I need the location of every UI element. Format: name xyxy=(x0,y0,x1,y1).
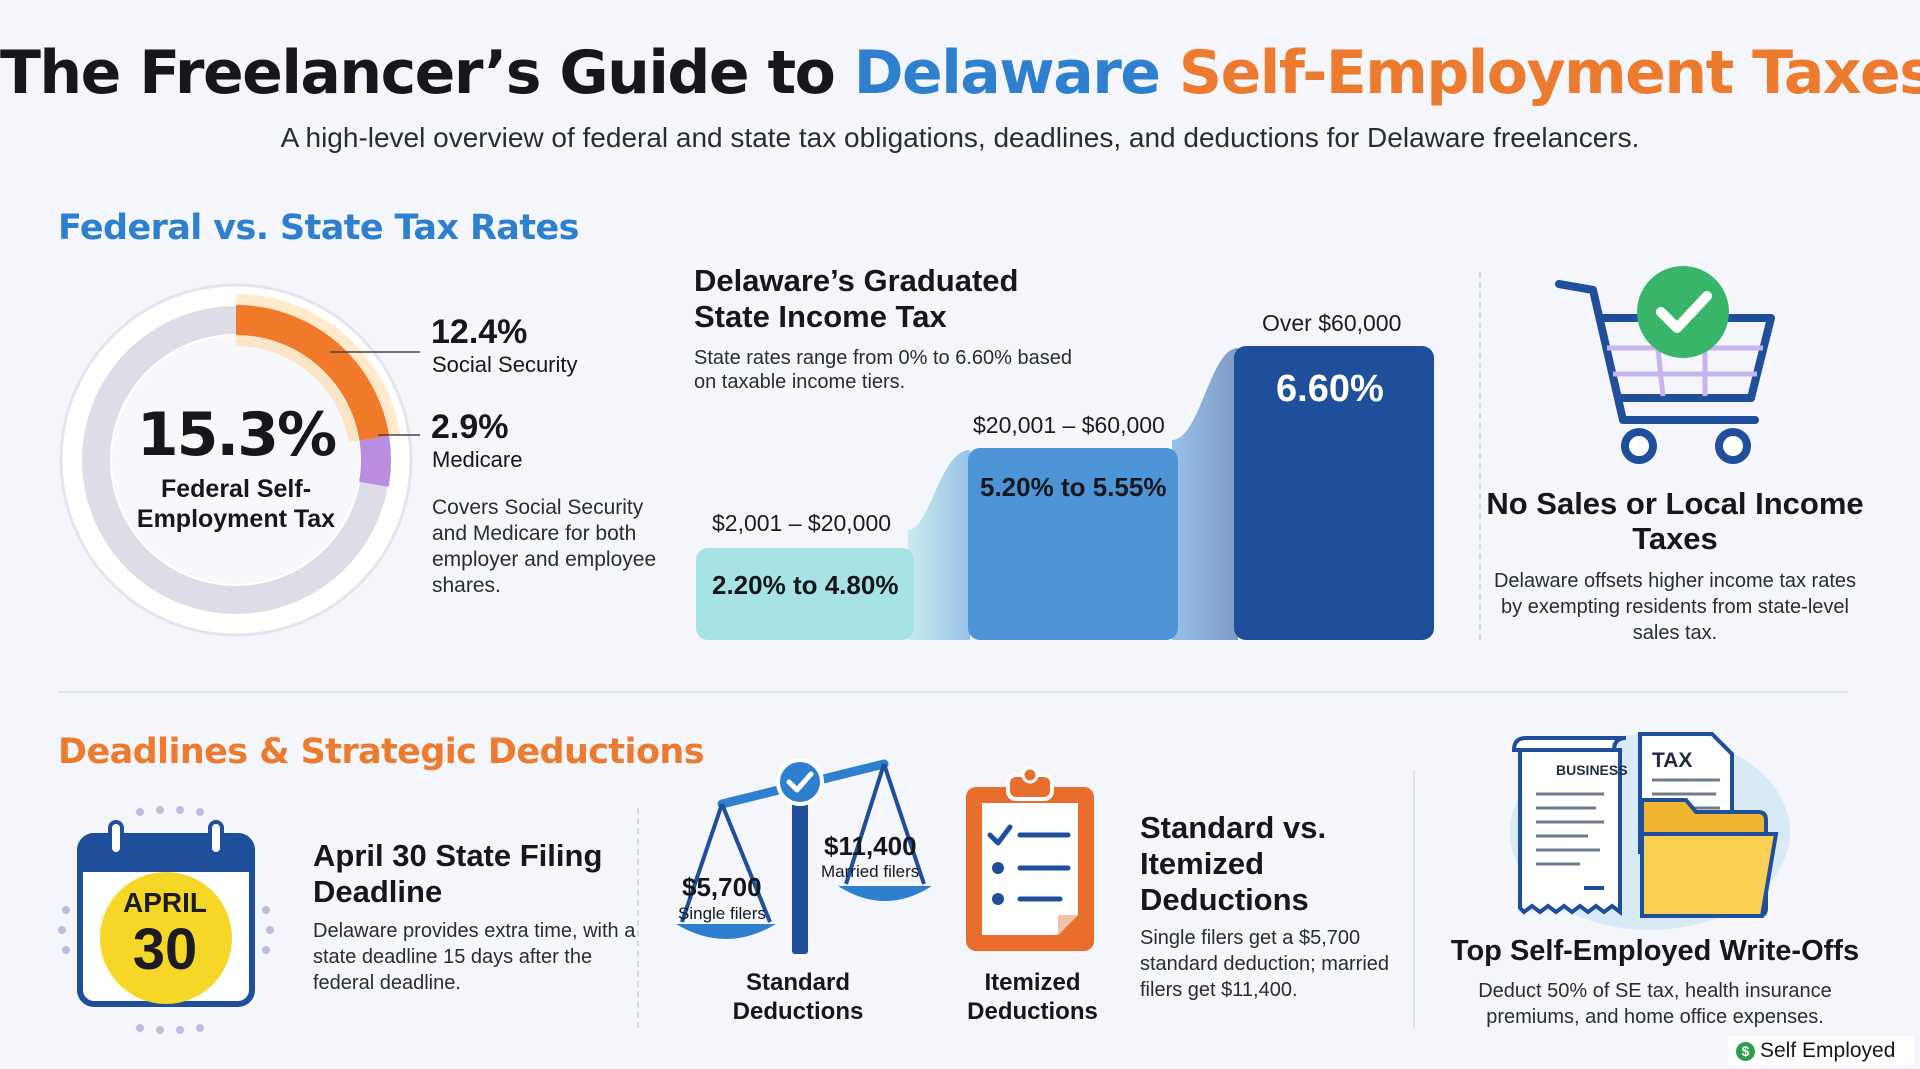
shopping-cart-check-icon xyxy=(1555,266,1775,464)
donut-segment-1 xyxy=(235,305,390,441)
page-subtitle: A high-level overview of federal and sta… xyxy=(280,122,1640,153)
standard-deductions-caption: Standard Deductions xyxy=(732,969,864,1025)
tier-3-bar xyxy=(1234,346,1434,640)
deadline-title: April 30 State Filing Deadline xyxy=(313,838,603,909)
graduated-tax-subtitle: State rates range from 0% to 6.60% based… xyxy=(694,347,1072,393)
tier-3-rate: 6.60% xyxy=(1276,368,1384,410)
calendar-icon xyxy=(58,806,274,1034)
title-part-1: The Freelancer’s Guide to xyxy=(0,38,854,108)
donut-caption: Federal Self-Employment Tax xyxy=(136,475,336,533)
page-title: The Freelancer’s Guide to Delaware Self-… xyxy=(0,38,1920,108)
medicare-label: Medicare xyxy=(432,447,523,472)
graduated-tax-steps xyxy=(696,346,1434,640)
calendar-day: 30 xyxy=(132,917,198,982)
tax-documents-folder-icon xyxy=(1510,732,1790,930)
tier-3-range: Over $60,000 xyxy=(1262,310,1402,336)
no-sales-description: Delaware offsets higher income tax rates… xyxy=(1493,570,1857,644)
dollar-coin-icon: $ xyxy=(1736,1041,1755,1061)
tier-2-range: $20,001 – $60,000 xyxy=(973,412,1165,438)
calendar-month: APRIL xyxy=(123,887,207,918)
tier-1-bar xyxy=(696,548,914,640)
tax-doc-label: TAX xyxy=(1652,749,1693,772)
social-security-percent: 12.4% xyxy=(431,313,528,351)
section-separator xyxy=(58,691,1848,693)
tier-1-rate: 2.20% to 4.80% xyxy=(712,570,899,600)
writeoffs-divider xyxy=(1413,770,1415,1028)
section-heading-federal: Federal vs. State Tax Rates xyxy=(58,208,579,248)
single-filers-amount: $5,700 xyxy=(682,872,762,902)
writeoffs-title: Top Self-Employed Write-Offs xyxy=(1450,935,1860,967)
balance-scale-icon xyxy=(676,758,932,954)
standard-vs-itemized-description: Single filers get a $5,700 standard dedu… xyxy=(1140,927,1390,1001)
tier-2-bar xyxy=(968,448,1178,640)
clipboard-checklist-icon xyxy=(966,766,1094,951)
writeoffs-description: Deduct 50% of SE tax, health insurance p… xyxy=(1478,980,1832,1028)
tier-1-range: $2,001 – $20,000 xyxy=(712,510,892,536)
single-filers-label: Single filers xyxy=(678,904,766,923)
donut-leader-lines xyxy=(330,351,420,436)
tier-2-rate: 5.20% to 5.55% xyxy=(980,472,1167,502)
itemized-deductions-caption: Itemized Deductions xyxy=(967,969,1098,1025)
standard-vs-itemized-title: Standard vs. Itemized Deductions xyxy=(1140,810,1327,917)
graduated-tax-title: Delaware’s Graduated State Income Tax xyxy=(694,263,1019,334)
social-security-label: Social Security xyxy=(432,352,578,377)
donut-segment-2 xyxy=(359,435,391,487)
deadline-divider xyxy=(637,808,639,1028)
business-doc-label: BUSINESS xyxy=(1556,762,1628,778)
section-heading-deductions: Deadlines & Strategic Deductions xyxy=(58,732,705,772)
deadline-description: Delaware provides extra time, with a sta… xyxy=(313,920,636,994)
donut-description: Covers Social Security and Medicare for … xyxy=(432,496,657,597)
brand-name: Self Employed xyxy=(1760,1039,1896,1062)
brand-badge: $ Self Employed xyxy=(1728,1036,1914,1066)
donut-total: 15.3% xyxy=(136,400,337,470)
donut-chart xyxy=(59,283,413,637)
title-part-3: Self-Employment Taxes xyxy=(1159,38,1920,108)
donut-center: 15.3% Federal Self-Employment Tax xyxy=(96,400,376,534)
married-filers-amount: $11,400 xyxy=(824,831,917,861)
no-sales-title: No Sales or Local Income Taxes xyxy=(1486,486,1864,556)
section-divider xyxy=(1479,272,1481,640)
married-filers-label: Married filers xyxy=(821,862,920,881)
medicare-percent: 2.9% xyxy=(431,408,509,446)
title-part-2: Delaware xyxy=(853,38,1161,108)
